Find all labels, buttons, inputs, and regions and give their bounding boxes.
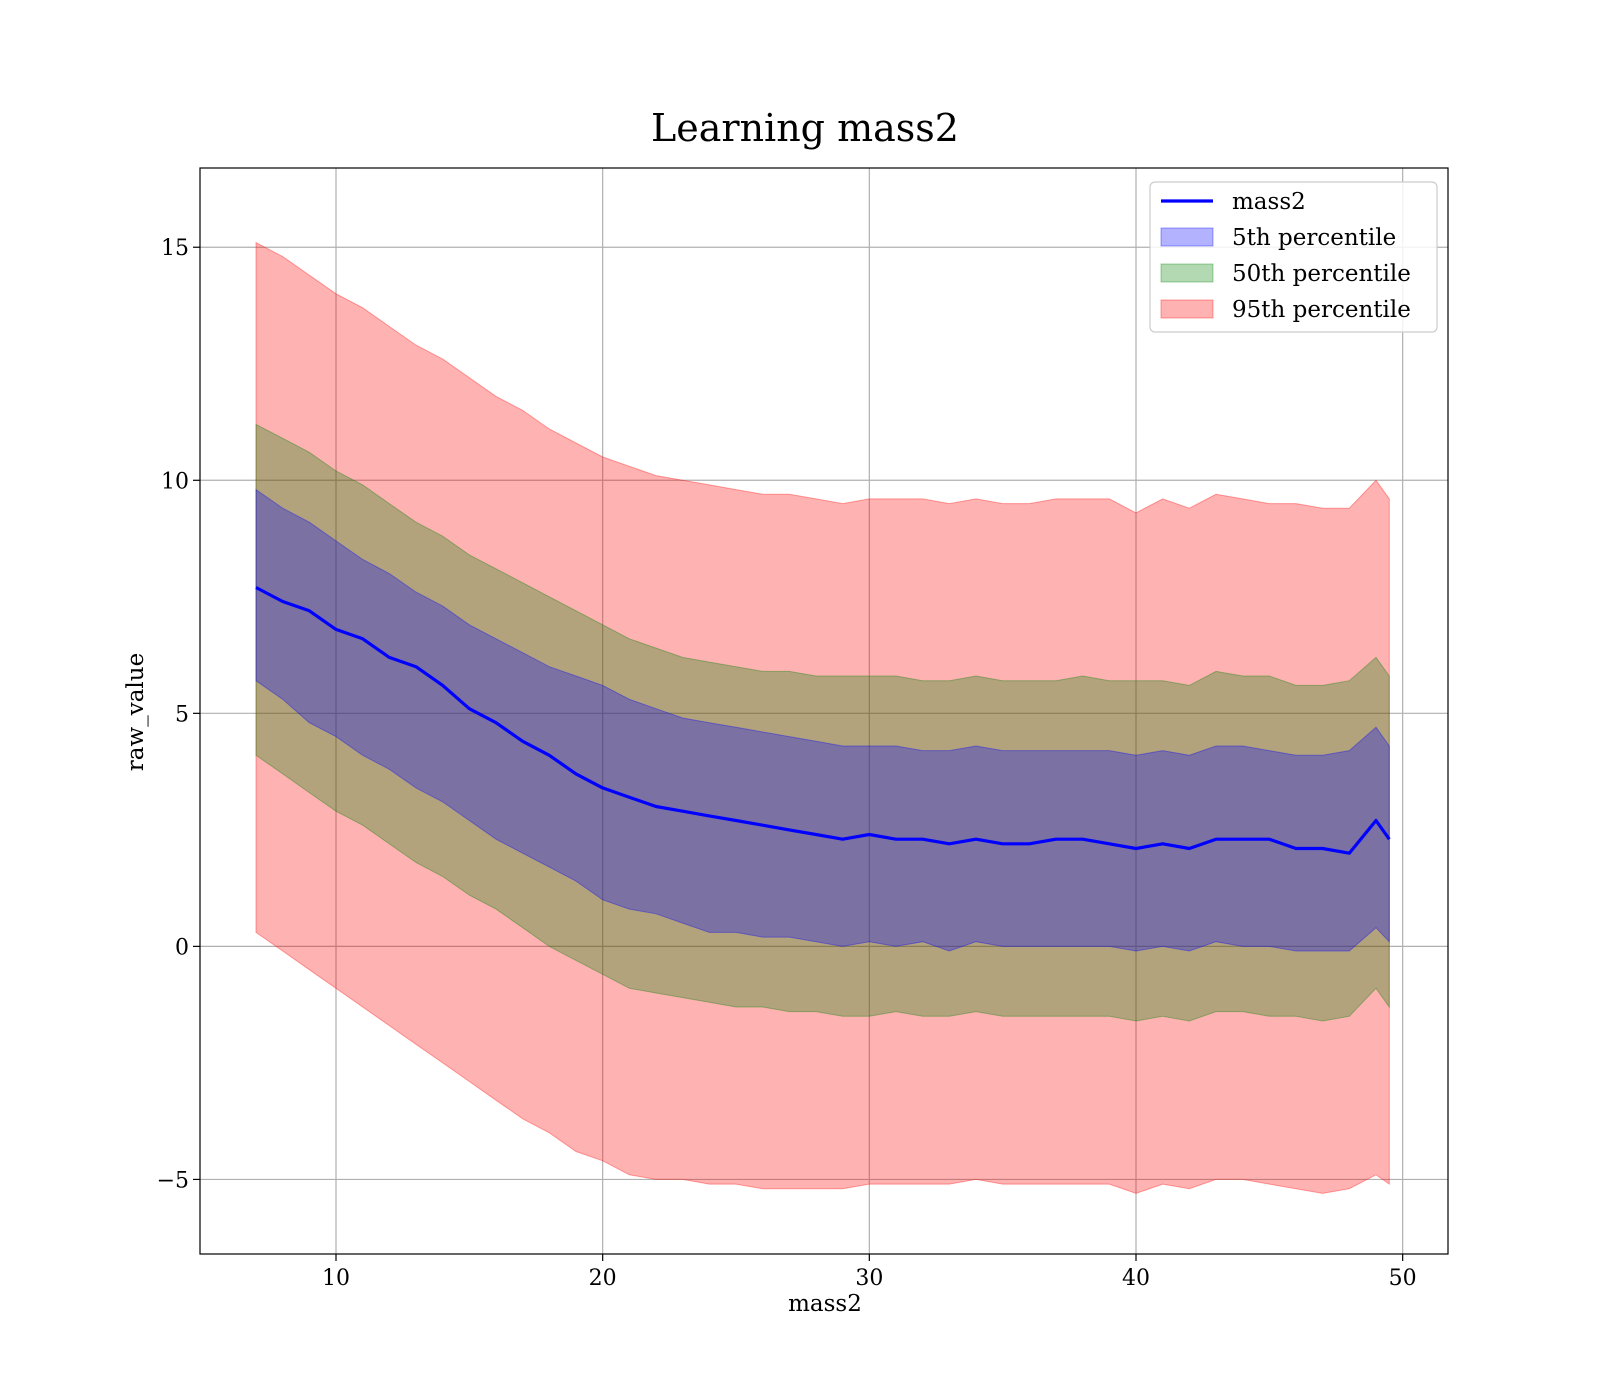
band-50th-percentile xyxy=(255,423,1390,1022)
bands xyxy=(255,241,1390,1194)
y-tick-label: −5 xyxy=(157,1168,189,1193)
line-mass2 xyxy=(255,586,1391,855)
y-axis-label: raw_value xyxy=(123,653,149,771)
chart-title: Learning mass2 xyxy=(651,106,959,150)
y-tick-label: 5 xyxy=(175,702,189,727)
y-ticks: −5 0 5 10 15 xyxy=(157,236,200,1193)
band-5th-percentile xyxy=(255,488,1390,952)
x-tick-label: 20 xyxy=(589,1266,617,1291)
y-tick-label: 10 xyxy=(161,469,189,494)
lines xyxy=(255,586,1391,855)
band-95th-percentile xyxy=(255,241,1390,1194)
legend-label: 5th percentile xyxy=(1232,225,1396,251)
y-tick-label: 15 xyxy=(161,236,189,261)
x-tick-label: 50 xyxy=(1389,1266,1417,1291)
legend-swatch-band xyxy=(1160,263,1214,283)
x-tick-label: 30 xyxy=(855,1266,883,1291)
legend-label: 95th percentile xyxy=(1232,297,1411,323)
legend: mass2 5th percentile 50th percentile 95th p… xyxy=(1149,181,1438,333)
legend-label: mass2 xyxy=(1232,189,1306,215)
x-ticks: 10 20 30 40 50 xyxy=(322,1254,1417,1291)
plot-frame xyxy=(199,167,1449,1255)
x-axis-label: mass2 xyxy=(788,1291,862,1317)
x-tick-label: 10 xyxy=(322,1266,350,1291)
legend-swatch-band xyxy=(1160,299,1214,319)
legend-box xyxy=(1149,181,1438,333)
x-tick-label: 40 xyxy=(1122,1266,1150,1291)
legend-swatch-band xyxy=(1160,227,1214,247)
y-tick-label: 0 xyxy=(175,935,189,960)
legend-label: 50th percentile xyxy=(1232,261,1411,287)
